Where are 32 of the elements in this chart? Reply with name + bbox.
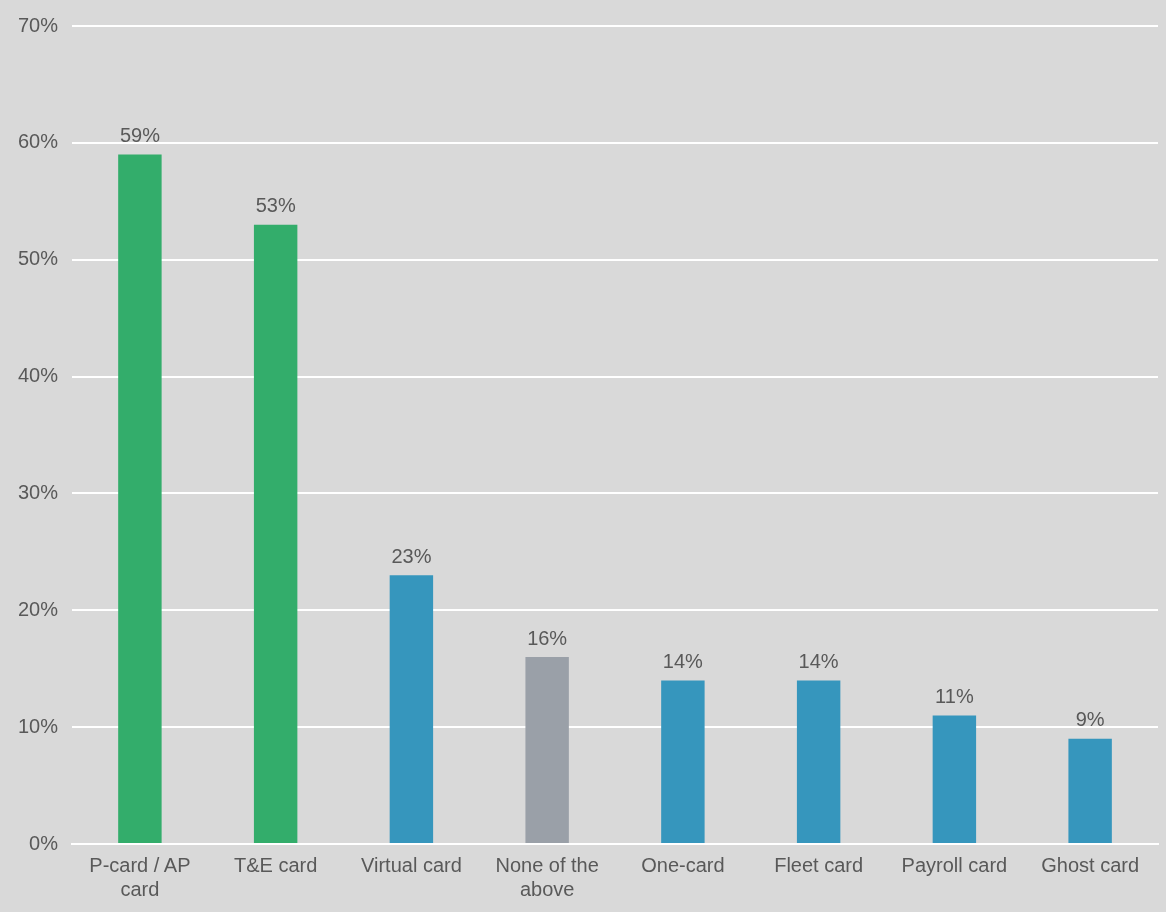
y-tick-label: 70% <box>18 13 59 36</box>
data-label: 11% <box>935 684 974 707</box>
bar <box>796 680 841 843</box>
x-tick-label: P-card / AP card <box>89 853 191 900</box>
y-tick-label: 60% <box>18 130 59 153</box>
data-label: 23% <box>391 544 432 567</box>
bar <box>932 715 977 843</box>
data-label: 9% <box>1075 708 1105 731</box>
bar <box>389 575 434 843</box>
x-tick-label: Virtual card <box>361 853 462 876</box>
data-label: 16% <box>527 626 568 649</box>
data-label: 14% <box>798 649 839 672</box>
x-tick-label: None of the above <box>495 853 599 900</box>
y-tick-label: 30% <box>18 480 59 503</box>
y-tick-label: 20% <box>18 597 59 620</box>
x-tick-label: One-card <box>641 853 725 876</box>
bar <box>525 657 569 843</box>
bar <box>253 224 298 843</box>
bar <box>1068 738 1112 843</box>
y-tick-label: 50% <box>18 247 59 270</box>
y-tick-label: 10% <box>18 714 59 737</box>
y-tick-label: 0% <box>29 831 59 854</box>
x-tick-label: Payroll card <box>901 853 1008 876</box>
data-label: 53% <box>255 194 296 217</box>
x-tick-label: T&E card <box>233 853 318 876</box>
bar <box>661 680 705 843</box>
y-tick-label: 40% <box>18 364 59 387</box>
data-label: 14% <box>662 649 704 672</box>
x-tick-label: Fleet card <box>774 853 864 876</box>
x-tick-label: Ghost card <box>1041 853 1140 876</box>
bar <box>118 154 162 843</box>
data-label: 59% <box>119 124 161 147</box>
